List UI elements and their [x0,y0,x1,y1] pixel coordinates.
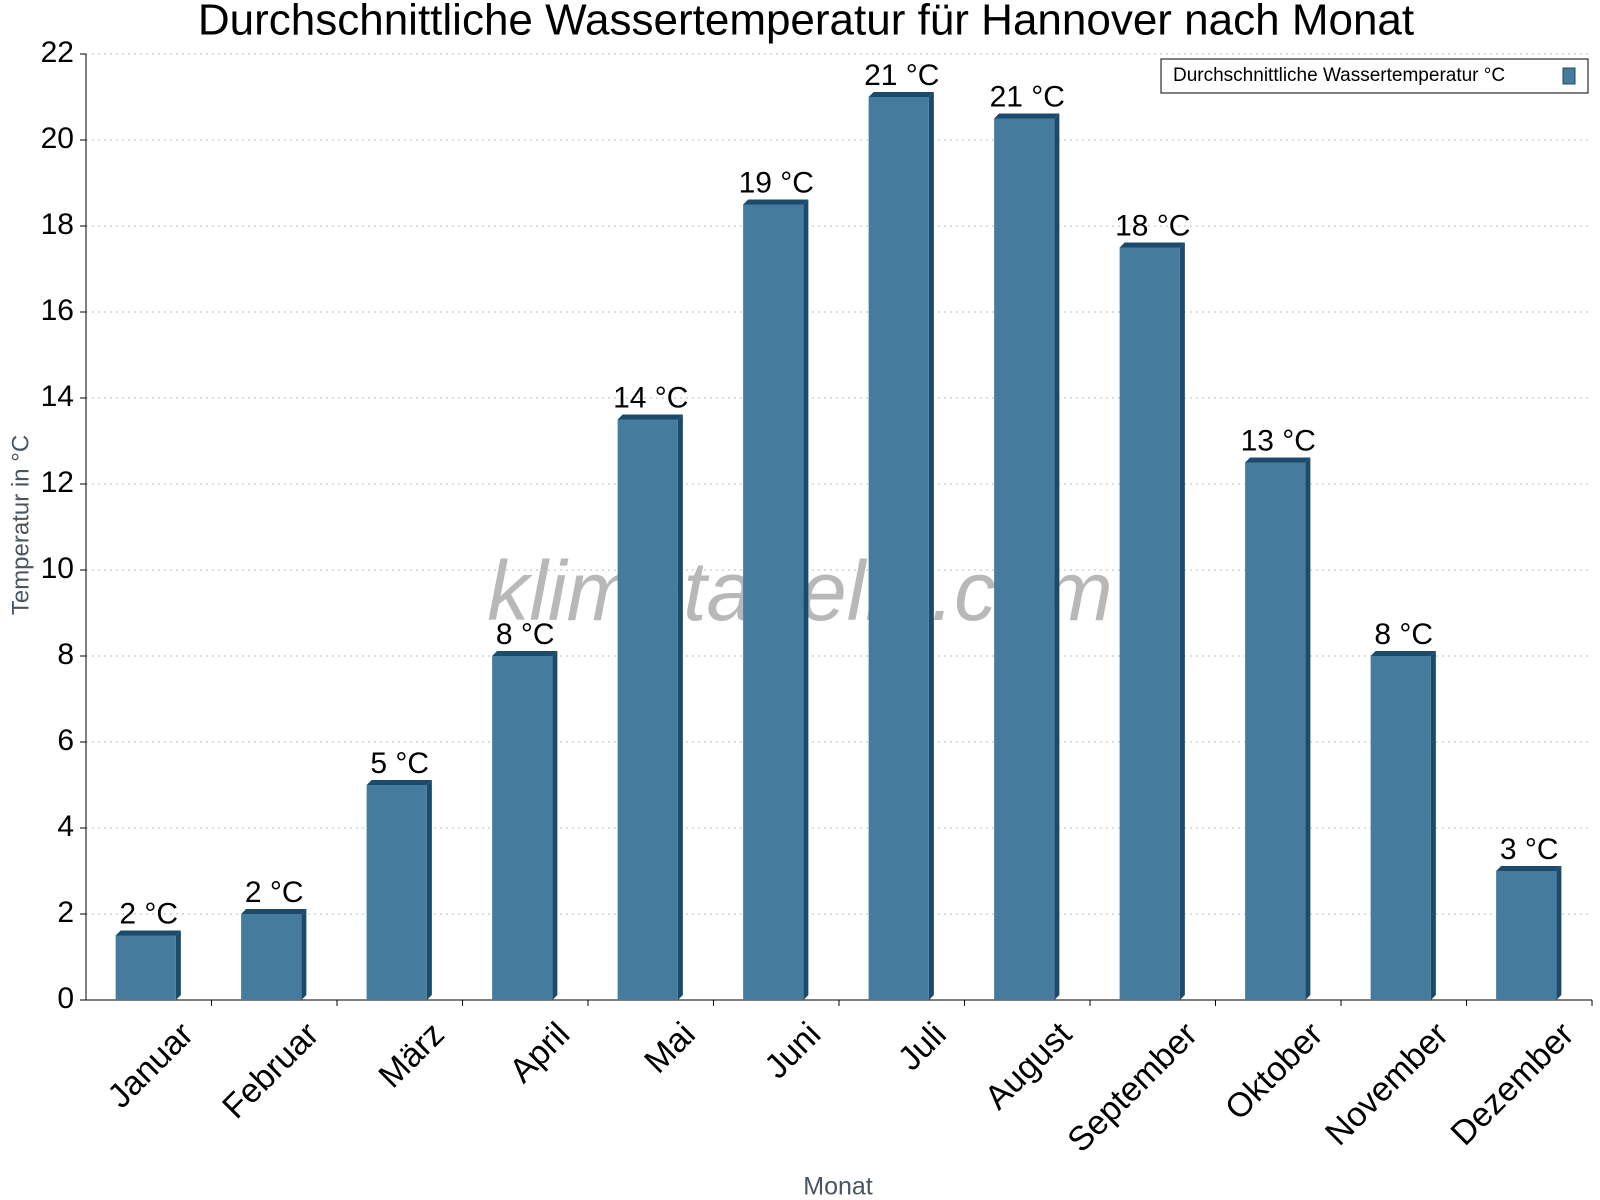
bar-top [743,199,809,205]
value-label: 18 °C [1115,209,1190,242]
bar-top [241,909,307,914]
bar [366,785,427,1000]
value-label: 21 °C [864,59,939,92]
bar-side [677,414,683,1000]
bar-side [1305,457,1311,1000]
bar-top [115,930,181,936]
bar-side [426,780,432,1000]
value-label: 5 °C [370,747,429,780]
bar-side [175,930,181,1000]
x-tick-label: Oktober [1218,1015,1330,1127]
y-tick-label: 12 [41,466,74,499]
bar [241,914,302,1000]
y-tick-label: 22 [41,36,74,69]
bar [1119,247,1180,1000]
bar [868,97,929,1000]
value-label: 13 °C [1241,424,1316,457]
x-tick-label: November [1318,1015,1456,1153]
bar [1370,656,1431,1000]
x-axis-title: Monat [803,1173,873,1200]
y-tick-label: 0 [57,982,74,1015]
bar-side [1430,651,1436,1000]
legend-swatch [1562,67,1576,85]
bar-top [366,780,432,785]
bar [492,656,553,1000]
x-tick-label: Februar [215,1015,326,1126]
chart-title: Durchschnittliche Wassertemperatur für H… [198,0,1414,45]
value-label: 19 °C [739,166,814,199]
value-label: 3 °C [1500,833,1559,866]
x-tick-label: Juli [891,1015,954,1078]
x-tick-label: Juni [757,1015,828,1086]
x-tick-label: Dezember [1443,1015,1581,1153]
x-tick-label: März [371,1015,451,1095]
bar-side [301,909,307,1000]
y-tick-label: 14 [41,380,74,413]
value-label: 8 °C [1374,618,1433,651]
bar-side [1054,113,1060,1000]
x-tick-label: Januar [100,1015,200,1115]
y-tick-label: 20 [41,122,74,155]
bar-side [1179,242,1185,1000]
y-tick-label: 2 [57,896,74,929]
bar-side [552,651,558,1000]
bar-top [492,651,558,656]
x-tick-label: September [1060,1015,1204,1159]
value-label: 21 °C [990,80,1065,113]
bar [115,935,176,1000]
bar [1496,871,1557,1000]
bar-top [1245,457,1311,463]
value-label: 8 °C [496,618,555,651]
legend-box [1160,58,1589,94]
value-label: 14 °C [613,381,688,414]
bar [743,204,804,1000]
value-label: 2 °C [119,897,178,930]
legend-label: Durchschnittliche Wassertemperatur °C [1173,65,1505,86]
y-axis-title: Temperatur in °C [7,435,34,615]
y-tick-label: 4 [57,810,74,843]
y-tick-label: 18 [41,208,74,241]
bar [1245,462,1306,1000]
bar-top [1370,651,1436,656]
x-tick-label: April [502,1015,577,1090]
y-tick-label: 16 [41,294,74,327]
bar-side [803,199,809,1000]
bar-top [1496,866,1562,871]
bar-top [1119,242,1185,248]
x-tick-label: August [978,1015,1080,1117]
bar-top [994,113,1060,119]
bar-side [928,92,934,1000]
bar-side [1556,866,1562,1000]
y-tick-label: 8 [57,638,74,671]
bar-top [868,92,934,97]
y-tick-label: 6 [57,724,74,757]
bar-top [617,414,683,420]
y-tick-label: 10 [41,552,74,585]
x-tick-label: Mai [637,1015,703,1081]
bar [617,419,678,1000]
value-label: 2 °C [245,876,304,909]
bar [994,118,1055,1000]
